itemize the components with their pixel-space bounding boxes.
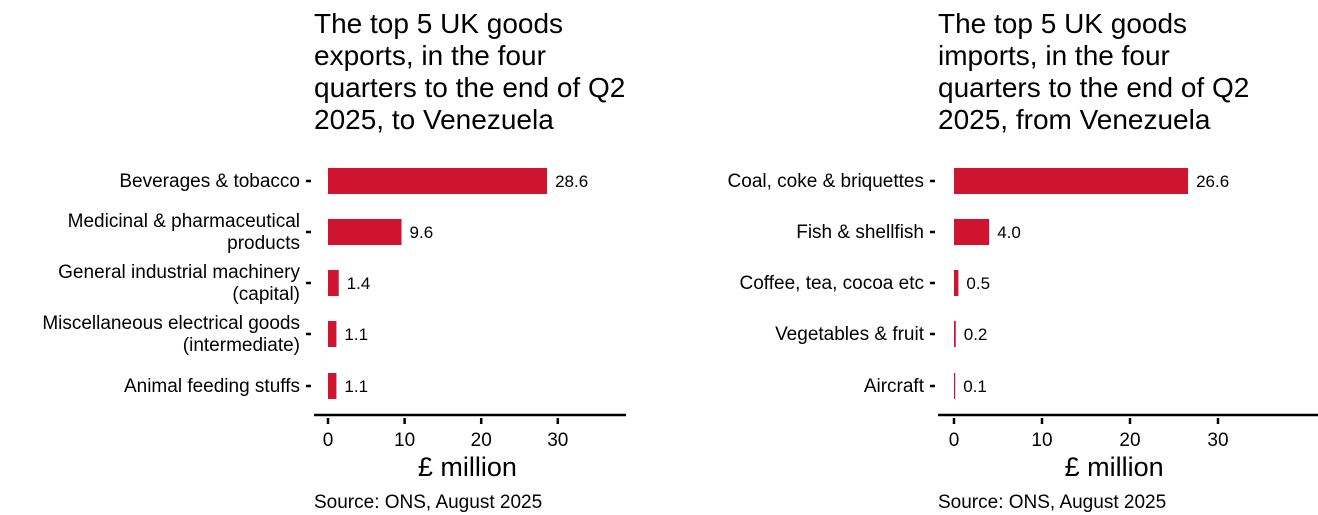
bar <box>328 219 402 245</box>
source-note: Source: ONS, August 2025 <box>938 492 1167 513</box>
category-label: Miscellaneous electrical goods (intermedi… <box>42 313 300 356</box>
data-label: 1.4 <box>347 274 371 293</box>
x-axis-title: £ million <box>1065 452 1164 482</box>
category-label: Coffee, tea, cocoa etc <box>740 273 925 294</box>
category-label: Vegetables & fruit <box>775 324 925 345</box>
bar <box>328 321 337 347</box>
category-label: Fish & shellfish <box>796 222 924 243</box>
imports-chart-panel: The top 5 UK goods imports, in the four … <box>659 0 1318 515</box>
bar <box>954 219 990 245</box>
x-tick-label: 30 <box>1207 430 1228 451</box>
x-tick-label: 30 <box>547 430 568 451</box>
chart-title: The top 5 UK goods imports, in the four … <box>938 8 1250 135</box>
bar <box>328 373 337 399</box>
x-tick-label: 10 <box>1031 430 1052 451</box>
x-tick-label: 0 <box>949 430 960 451</box>
bar <box>954 373 956 399</box>
category-label: General industrial machinery (capital) <box>58 262 300 305</box>
data-label: 28.6 <box>555 172 588 191</box>
bar <box>954 321 956 347</box>
x-tick-label: 20 <box>471 430 492 451</box>
x-tick-label: 10 <box>394 430 415 451</box>
x-axis-title: £ million <box>418 452 517 482</box>
bar <box>954 168 1189 194</box>
x-tick-label: 20 <box>1119 430 1140 451</box>
category-label: Animal feeding stuffs <box>124 376 300 397</box>
bar <box>328 270 339 296</box>
category-label: Aircraft <box>864 376 925 397</box>
data-label: 1.1 <box>344 377 368 396</box>
data-label: 0.1 <box>963 377 987 396</box>
imports-bar-chart: Coal, coke & briquettes 26.6 Fish & shellf… <box>728 168 1318 482</box>
category-label: Beverages & tobacco <box>119 171 300 192</box>
source-note: Source: ONS, August 2025 <box>314 492 543 513</box>
exports-bar-chart: Beverages & tobacco 28.6 Medicinal & pharm… <box>42 168 626 482</box>
data-label: 0.5 <box>966 274 990 293</box>
chart-title: The top 5 UK goods exports, in the four … <box>314 8 626 135</box>
data-label: 9.6 <box>410 223 434 242</box>
category-label: Coal, coke & briquettes <box>728 171 924 192</box>
exports-chart-panel: The top 5 UK goods exports, in the four … <box>42 8 626 513</box>
x-tick-label: 0 <box>323 430 334 451</box>
data-label: 0.2 <box>964 325 988 344</box>
data-label: 1.1 <box>344 325 368 344</box>
bar <box>328 168 548 194</box>
data-label: 4.0 <box>997 223 1021 242</box>
bar <box>954 270 959 296</box>
category-label: Medicinal & pharmaceutical products <box>68 211 300 254</box>
data-label: 26.6 <box>1196 172 1229 191</box>
